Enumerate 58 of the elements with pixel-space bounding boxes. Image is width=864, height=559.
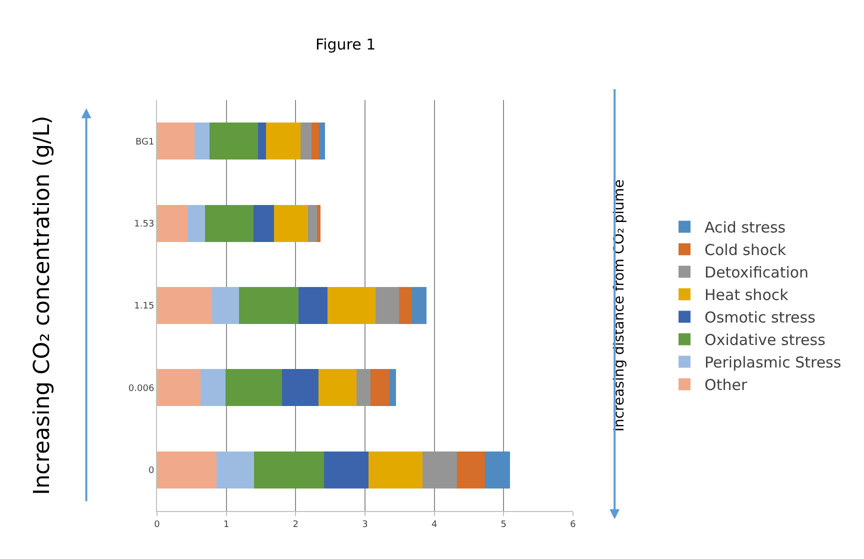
bar (188, 204, 205, 242)
bar (204, 204, 254, 242)
bar (319, 122, 325, 160)
bar (216, 451, 254, 488)
bar (157, 122, 194, 160)
legend-label: Cold shock (704, 241, 786, 260)
bar (368, 451, 423, 488)
bar (157, 369, 201, 406)
bar (266, 122, 301, 160)
y-tick-label: 1.15 (134, 302, 154, 312)
legend-label: Osmotic stress (704, 308, 816, 327)
x-tick-label: 2 (292, 520, 299, 530)
y-tick-label: 0.006 (128, 384, 154, 394)
bar (200, 369, 226, 406)
bar (253, 204, 274, 242)
bar (226, 369, 282, 406)
bar (370, 369, 390, 406)
chart-title: Figure 1 (316, 36, 376, 54)
bar (238, 287, 298, 324)
y-tick-label: BG1 (135, 137, 154, 148)
bar (210, 122, 258, 160)
text: Increasing CO₂ concentration (g/L) (30, 116, 56, 496)
bar (300, 122, 312, 160)
bar (318, 369, 357, 406)
bar (375, 287, 399, 324)
bar (308, 204, 318, 242)
bar (157, 287, 212, 324)
bar (398, 287, 412, 324)
bar (412, 287, 427, 324)
bar (254, 451, 324, 488)
bar (157, 204, 188, 242)
bar (258, 122, 266, 160)
legend-label: Oxidative stress (704, 331, 826, 350)
bar (312, 122, 320, 160)
bar (484, 451, 510, 488)
bar (194, 122, 210, 160)
x-tick-label: 5 (500, 520, 507, 530)
bar (324, 451, 368, 488)
x-tick-label: 1 (223, 520, 230, 530)
legend-label: Acid stress (704, 218, 786, 237)
bar (457, 451, 485, 488)
bar (282, 369, 319, 406)
bar (212, 287, 239, 324)
legend-label: Other (704, 376, 748, 394)
bar (298, 287, 328, 324)
legend-label: Periplasmic Stress (704, 354, 842, 372)
bar (328, 287, 376, 324)
legend-label: Heat shock (704, 286, 789, 304)
bar (274, 204, 308, 242)
bar (389, 369, 396, 406)
x-tick-label: 6 (570, 520, 576, 530)
x-tick-label: 3 (362, 520, 368, 530)
bar (317, 204, 321, 242)
x-tick-label: 4 (431, 520, 438, 530)
bar (157, 451, 217, 488)
y-tick-label: 1.53 (134, 219, 154, 230)
legend-label: Detoxification (704, 264, 809, 282)
y-tick-label: 0 (148, 466, 154, 476)
